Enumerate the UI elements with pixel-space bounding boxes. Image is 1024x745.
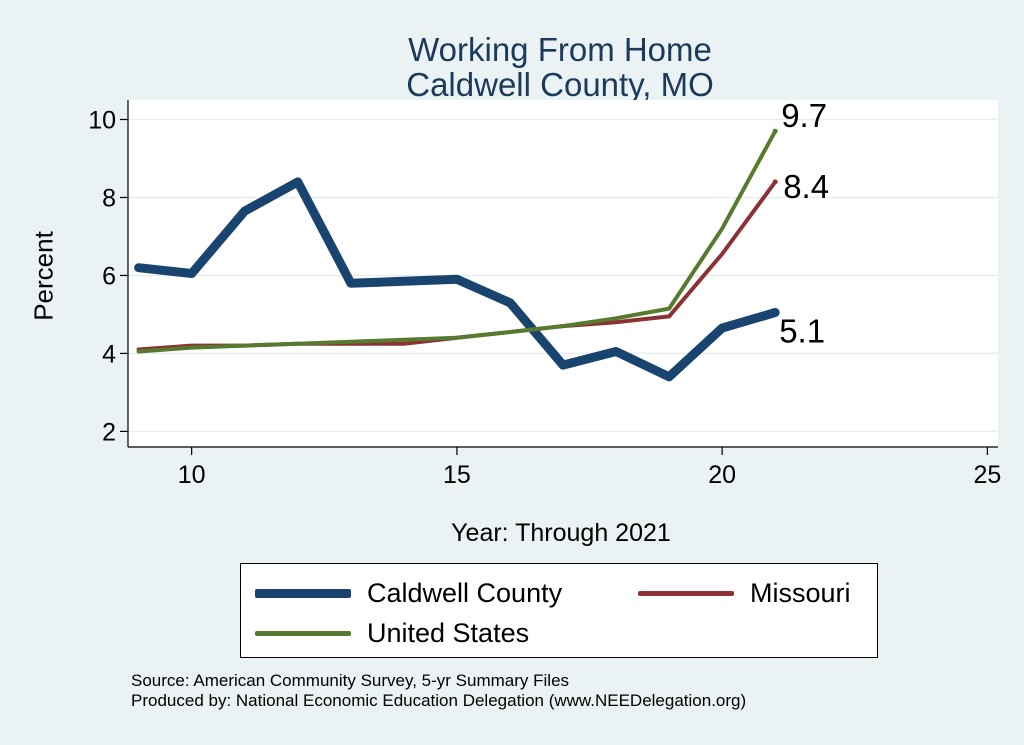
series-end-point-caldwell-county xyxy=(772,309,778,315)
legend-swatch-missouri xyxy=(638,591,734,596)
y-tick-label-10: 10 xyxy=(88,106,116,134)
x-axis-label: Year: Through 2021 xyxy=(451,519,671,547)
series-end-point-missouri xyxy=(772,179,778,185)
x-tick-label-15: 15 xyxy=(443,461,471,489)
chart-title-line-2: Caldwell County, MO xyxy=(406,66,714,103)
chart-title-line-1: Working From Home xyxy=(408,31,712,68)
x-tick-label-10: 10 xyxy=(178,461,206,489)
plot-area xyxy=(128,100,998,447)
legend-label-caldwell-county: Caldwell County xyxy=(367,578,563,608)
x-tick-label-20: 20 xyxy=(708,461,736,489)
source-note: Source: American Community Survey, 5-yr … xyxy=(131,671,570,690)
end-value-label-united-states: 9.7 xyxy=(781,97,827,134)
x-tick-label-25: 25 xyxy=(973,461,1001,489)
y-tick-label-6: 6 xyxy=(102,262,116,290)
end-value-label-caldwell-county: 5.1 xyxy=(779,312,825,349)
y-tick-label-2: 2 xyxy=(102,418,116,446)
y-tick-label-8: 8 xyxy=(102,184,116,212)
y-tick-label-4: 4 xyxy=(102,340,116,368)
series-line-united-states xyxy=(136,129,778,354)
producer-note: Produced by: National Economic Education… xyxy=(131,691,747,710)
series-line-caldwell-county xyxy=(134,177,780,382)
legend-label-missouri: Missouri xyxy=(750,578,851,608)
legend-swatch-united-states xyxy=(255,631,351,636)
series-end-point-united-states xyxy=(772,128,778,134)
y-axis-label: Percent xyxy=(28,231,59,321)
chart-legend: Caldwell County Missouri United States xyxy=(240,563,878,658)
legend-label-united-states: United States xyxy=(367,618,530,648)
end-value-label-missouri: 8.4 xyxy=(783,168,829,205)
legend-swatch-caldwell-county xyxy=(255,589,351,598)
